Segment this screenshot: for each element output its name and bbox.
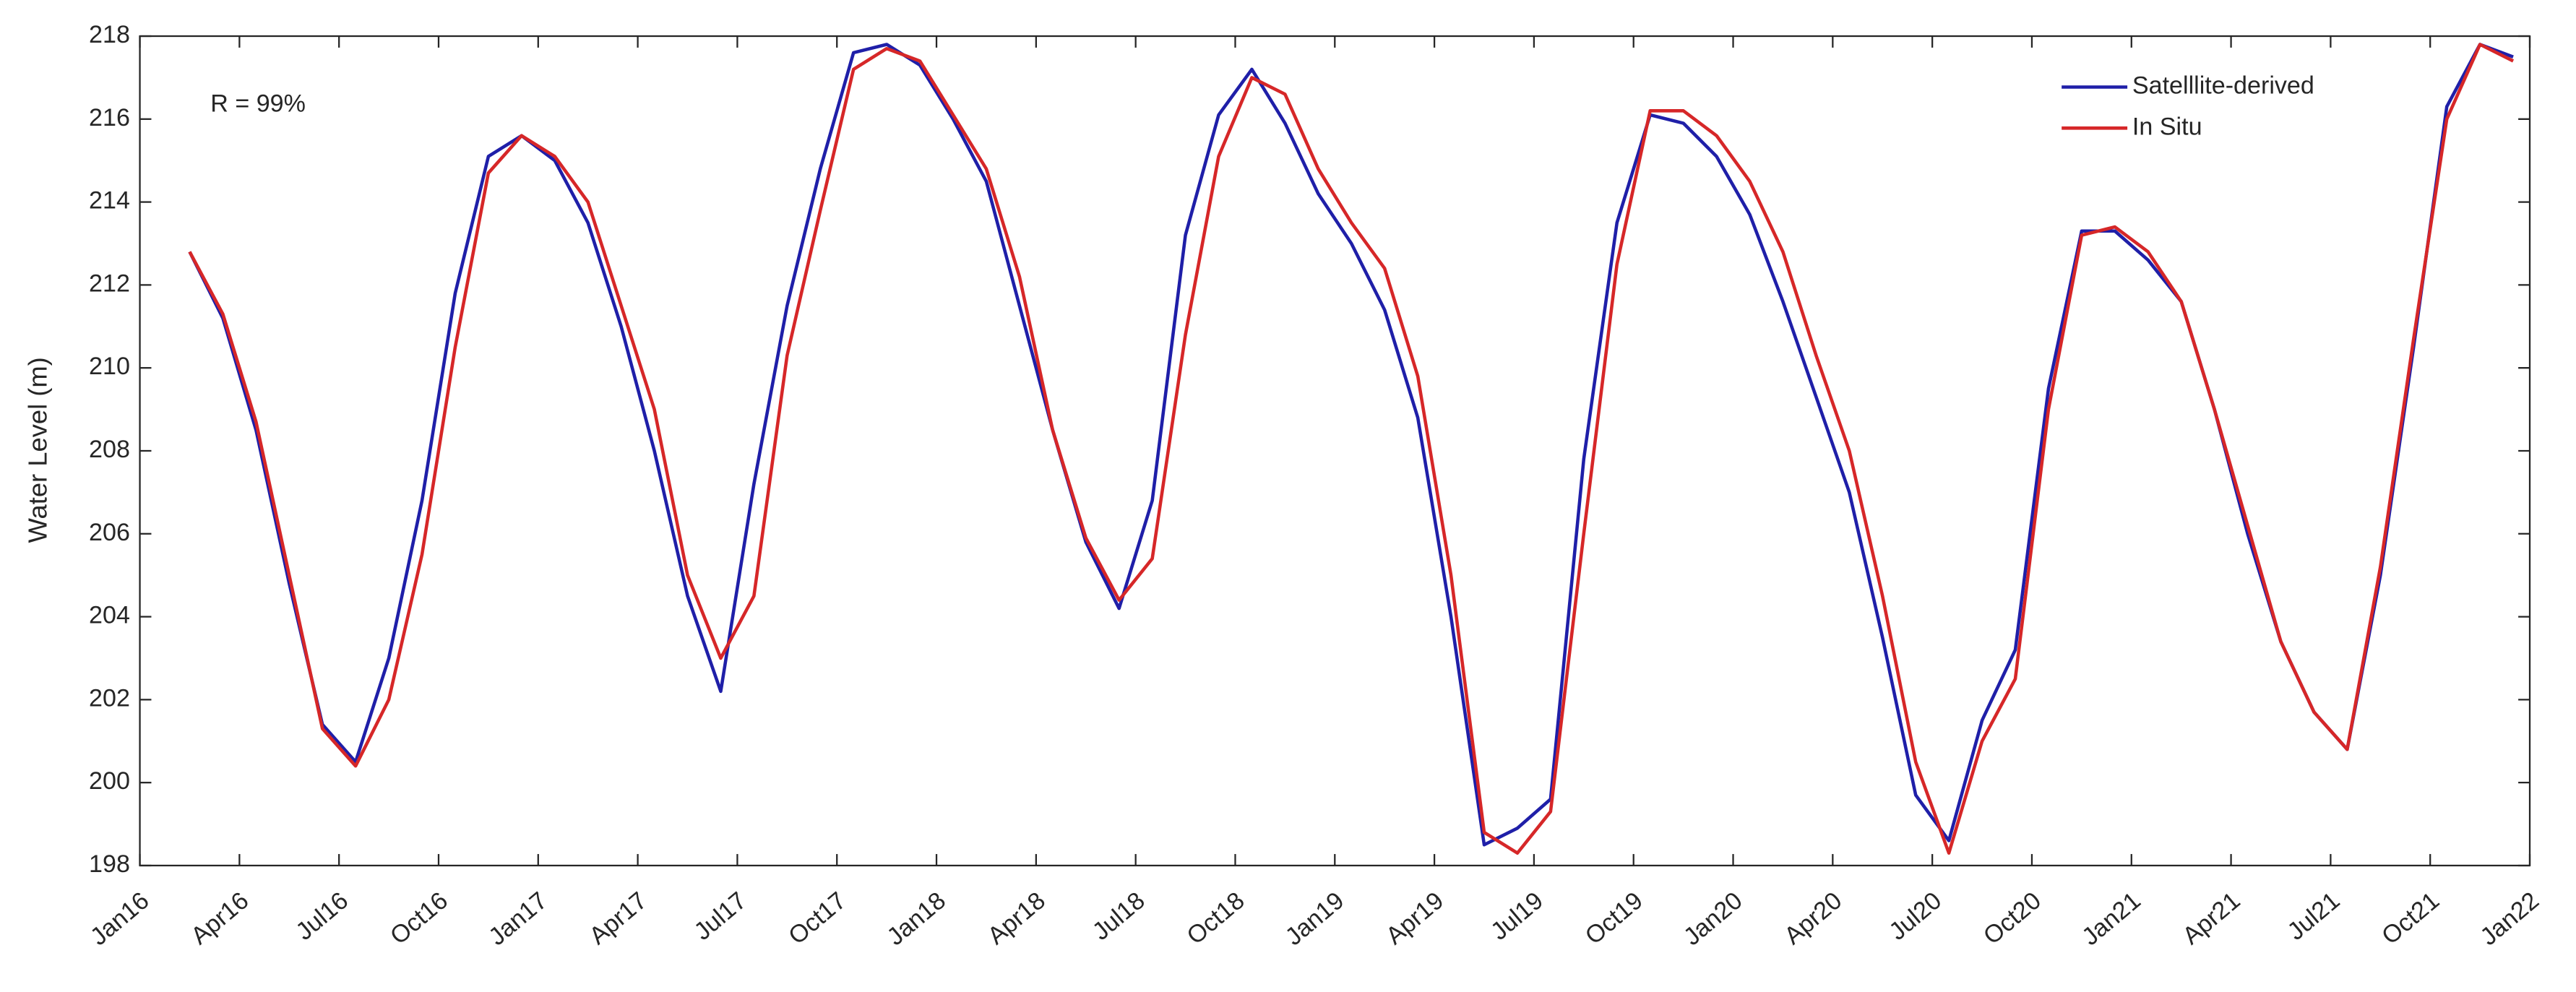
legend-label: Satelllite-derived <box>2132 72 2314 99</box>
x-tick-label: Apr18 <box>983 887 1051 950</box>
y-tick-label: 212 <box>89 269 130 297</box>
x-tick-label: Jul16 <box>290 887 353 945</box>
x-tick-label: Jul19 <box>1486 887 1548 945</box>
legend-label: In Situ <box>2132 113 2202 140</box>
y-tick-label: 206 <box>89 519 130 546</box>
y-tick-label: 202 <box>89 684 130 712</box>
y-tick-label: 210 <box>89 353 130 380</box>
y-tick-label: 198 <box>89 850 130 878</box>
x-tick-label: Jul17 <box>689 887 752 945</box>
x-tick-label: Apr17 <box>585 887 652 950</box>
y-tick-label: 218 <box>89 21 130 48</box>
y-tick-label: 208 <box>89 436 130 463</box>
x-tick-label: Jul18 <box>1087 887 1150 945</box>
y-tick-label: 214 <box>89 187 130 215</box>
x-tick-label: Oct21 <box>2377 887 2444 950</box>
x-tick-label: Jan17 <box>483 887 553 951</box>
x-tick-label: Jan16 <box>85 887 155 951</box>
x-tick-label: Jul21 <box>2283 887 2345 945</box>
x-tick-label: Apr16 <box>186 887 254 950</box>
x-tick-label: Apr21 <box>2178 887 2246 950</box>
x-tick-label: Jan18 <box>882 887 951 951</box>
annotation: R = 99% <box>210 90 306 117</box>
x-tick-label: Jan20 <box>1679 887 1748 951</box>
x-tick-label: Jul20 <box>1884 887 1947 945</box>
x-tick-label: Jan22 <box>2475 887 2544 951</box>
x-tick-label: Oct17 <box>783 887 851 950</box>
x-tick-label: Oct18 <box>1181 887 1249 950</box>
y-tick-label: 200 <box>89 767 130 795</box>
x-tick-label: Jan21 <box>2077 887 2146 951</box>
x-tick-label: Jan19 <box>1280 887 1350 951</box>
x-tick-label: Apr19 <box>1381 887 1449 950</box>
y-tick-label: 204 <box>89 602 130 629</box>
y-tick-label: 216 <box>89 104 130 131</box>
data-line <box>188 43 2515 855</box>
data-line <box>188 43 2514 847</box>
x-tick-label: Apr20 <box>1779 887 1847 950</box>
x-tick-label: Oct20 <box>1978 887 2046 950</box>
x-tick-label: Oct19 <box>1580 887 1648 950</box>
x-tick-label: Oct16 <box>385 887 453 950</box>
y-axis-label: Water Level (m) <box>22 357 52 543</box>
